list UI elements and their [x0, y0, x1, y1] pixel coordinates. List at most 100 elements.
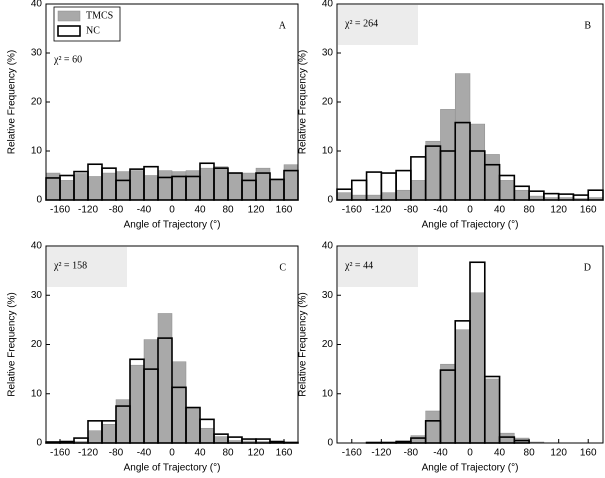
bar [157, 170, 173, 201]
x-tick-label: -80 [404, 205, 419, 216]
x-tick-label: -160 [50, 205, 70, 216]
legend-swatch [57, 10, 81, 22]
x-tick-label: 80 [222, 448, 234, 459]
x-tick-label: 80 [524, 205, 536, 216]
panel-label: D [584, 262, 591, 273]
bar [73, 173, 89, 201]
y-tick-label: 0 [36, 438, 42, 449]
bar [469, 292, 486, 444]
bar [59, 180, 75, 201]
y-axis-label: Relative Frequency (%) [7, 292, 18, 396]
x-tick-label: -80 [109, 205, 124, 216]
annotation-box [338, 5, 418, 45]
bar [484, 378, 500, 444]
y-axis-label: Relative Frequency (%) [7, 50, 18, 154]
panel: 0 10 20 30 40 -160 -120 -80 -40 0 40 80 120 160 Angle … [7, 241, 299, 474]
bar [87, 430, 103, 444]
bar [199, 427, 215, 444]
x-tick-label: -160 [50, 448, 70, 459]
bar [440, 109, 456, 201]
x-axis-label: Angle of Trajectory (°) [124, 220, 221, 231]
bar [227, 172, 243, 201]
panel: 0 10 20 30 40 -160 -120 -80 -40 0 40 80 120 160 Angle … [298, 0, 604, 231]
x-axis-label: Angle of Trajectory (°) [422, 220, 519, 231]
x-tick-label: -40 [433, 205, 448, 216]
panel-label: A [279, 20, 287, 31]
bar [410, 180, 426, 201]
x-tick-label: 80 [524, 448, 536, 459]
y-tick-label: 20 [322, 339, 334, 350]
bar [425, 410, 441, 444]
panel: 0 10 20 30 40 -160 -120 -80 -40 0 40 80 120 160 Angle … [7, 0, 299, 231]
panel: 0 10 20 30 40 -160 -120 -80 -40 0 40 80 120 160 Angle … [298, 241, 604, 474]
x-tick-label: 0 [169, 448, 175, 459]
bar [572, 194, 590, 201]
annotation: χ² = 44 [344, 260, 373, 271]
bar [425, 140, 441, 201]
bar [241, 172, 257, 201]
x-tick-label: 40 [194, 448, 206, 459]
y-tick-label: 0 [327, 195, 333, 206]
y-axis-label: Relative Frequency (%) [298, 292, 309, 396]
x-tick-label: 80 [222, 205, 234, 216]
y-tick-label: 40 [322, 0, 334, 10]
x-tick-label: -120 [78, 205, 98, 216]
annotation-box [338, 247, 418, 287]
y-tick-label: 20 [31, 97, 43, 108]
y-tick-label: 20 [31, 339, 43, 350]
x-tick-label: -160 [342, 448, 362, 459]
x-tick-label: 40 [494, 448, 506, 459]
panel-label: B [584, 20, 591, 31]
annotation: χ² = 60 [53, 54, 82, 65]
bar [410, 435, 426, 444]
annotation: χ² = 158 [53, 260, 87, 271]
x-tick-label: -120 [78, 448, 98, 459]
x-tick-label: 160 [276, 448, 293, 459]
x-tick-label: -40 [433, 448, 448, 459]
bar [336, 192, 353, 201]
x-tick-label: -120 [371, 205, 391, 216]
bar [143, 175, 159, 201]
x-tick-label: 0 [467, 205, 473, 216]
x-tick-label: 120 [248, 205, 265, 216]
y-tick-label: 30 [322, 290, 334, 301]
bar [101, 172, 117, 201]
annotation: χ² = 264 [344, 18, 378, 29]
x-tick-label: 0 [169, 205, 175, 216]
y-tick-label: 10 [31, 146, 43, 157]
bar [255, 438, 271, 444]
legend-label: TMCS [86, 10, 113, 21]
y-tick-label: 40 [31, 241, 43, 252]
x-tick-label: 120 [550, 448, 567, 459]
x-tick-label: -160 [342, 205, 362, 216]
bar [469, 123, 486, 201]
bar [269, 180, 285, 201]
x-tick-label: 120 [248, 448, 265, 459]
panel-label: C [279, 262, 286, 273]
x-tick-label: 160 [580, 205, 597, 216]
x-tick-label: 40 [194, 205, 206, 216]
y-axis-label: Relative Frequency (%) [298, 50, 309, 154]
bar [454, 329, 471, 444]
legend-label: NC [86, 25, 100, 36]
bar [171, 361, 187, 444]
x-tick-label: 160 [580, 448, 597, 459]
bar [199, 167, 215, 201]
bar [45, 172, 61, 201]
annotation-box [47, 247, 127, 287]
bar [185, 170, 201, 201]
bar [514, 189, 530, 201]
bar [129, 364, 145, 444]
y-tick-label: 10 [31, 388, 43, 399]
y-tick-label: 30 [31, 48, 43, 59]
x-tick-label: -80 [404, 448, 419, 459]
y-tick-label: 0 [36, 195, 42, 206]
bar [115, 171, 131, 201]
bar [381, 192, 397, 201]
bar [143, 339, 159, 444]
x-tick-label: 40 [494, 205, 506, 216]
bar [157, 313, 173, 444]
x-axis-label: Angle of Trajectory (°) [422, 463, 519, 474]
x-axis-label: Angle of Trajectory (°) [124, 463, 221, 474]
